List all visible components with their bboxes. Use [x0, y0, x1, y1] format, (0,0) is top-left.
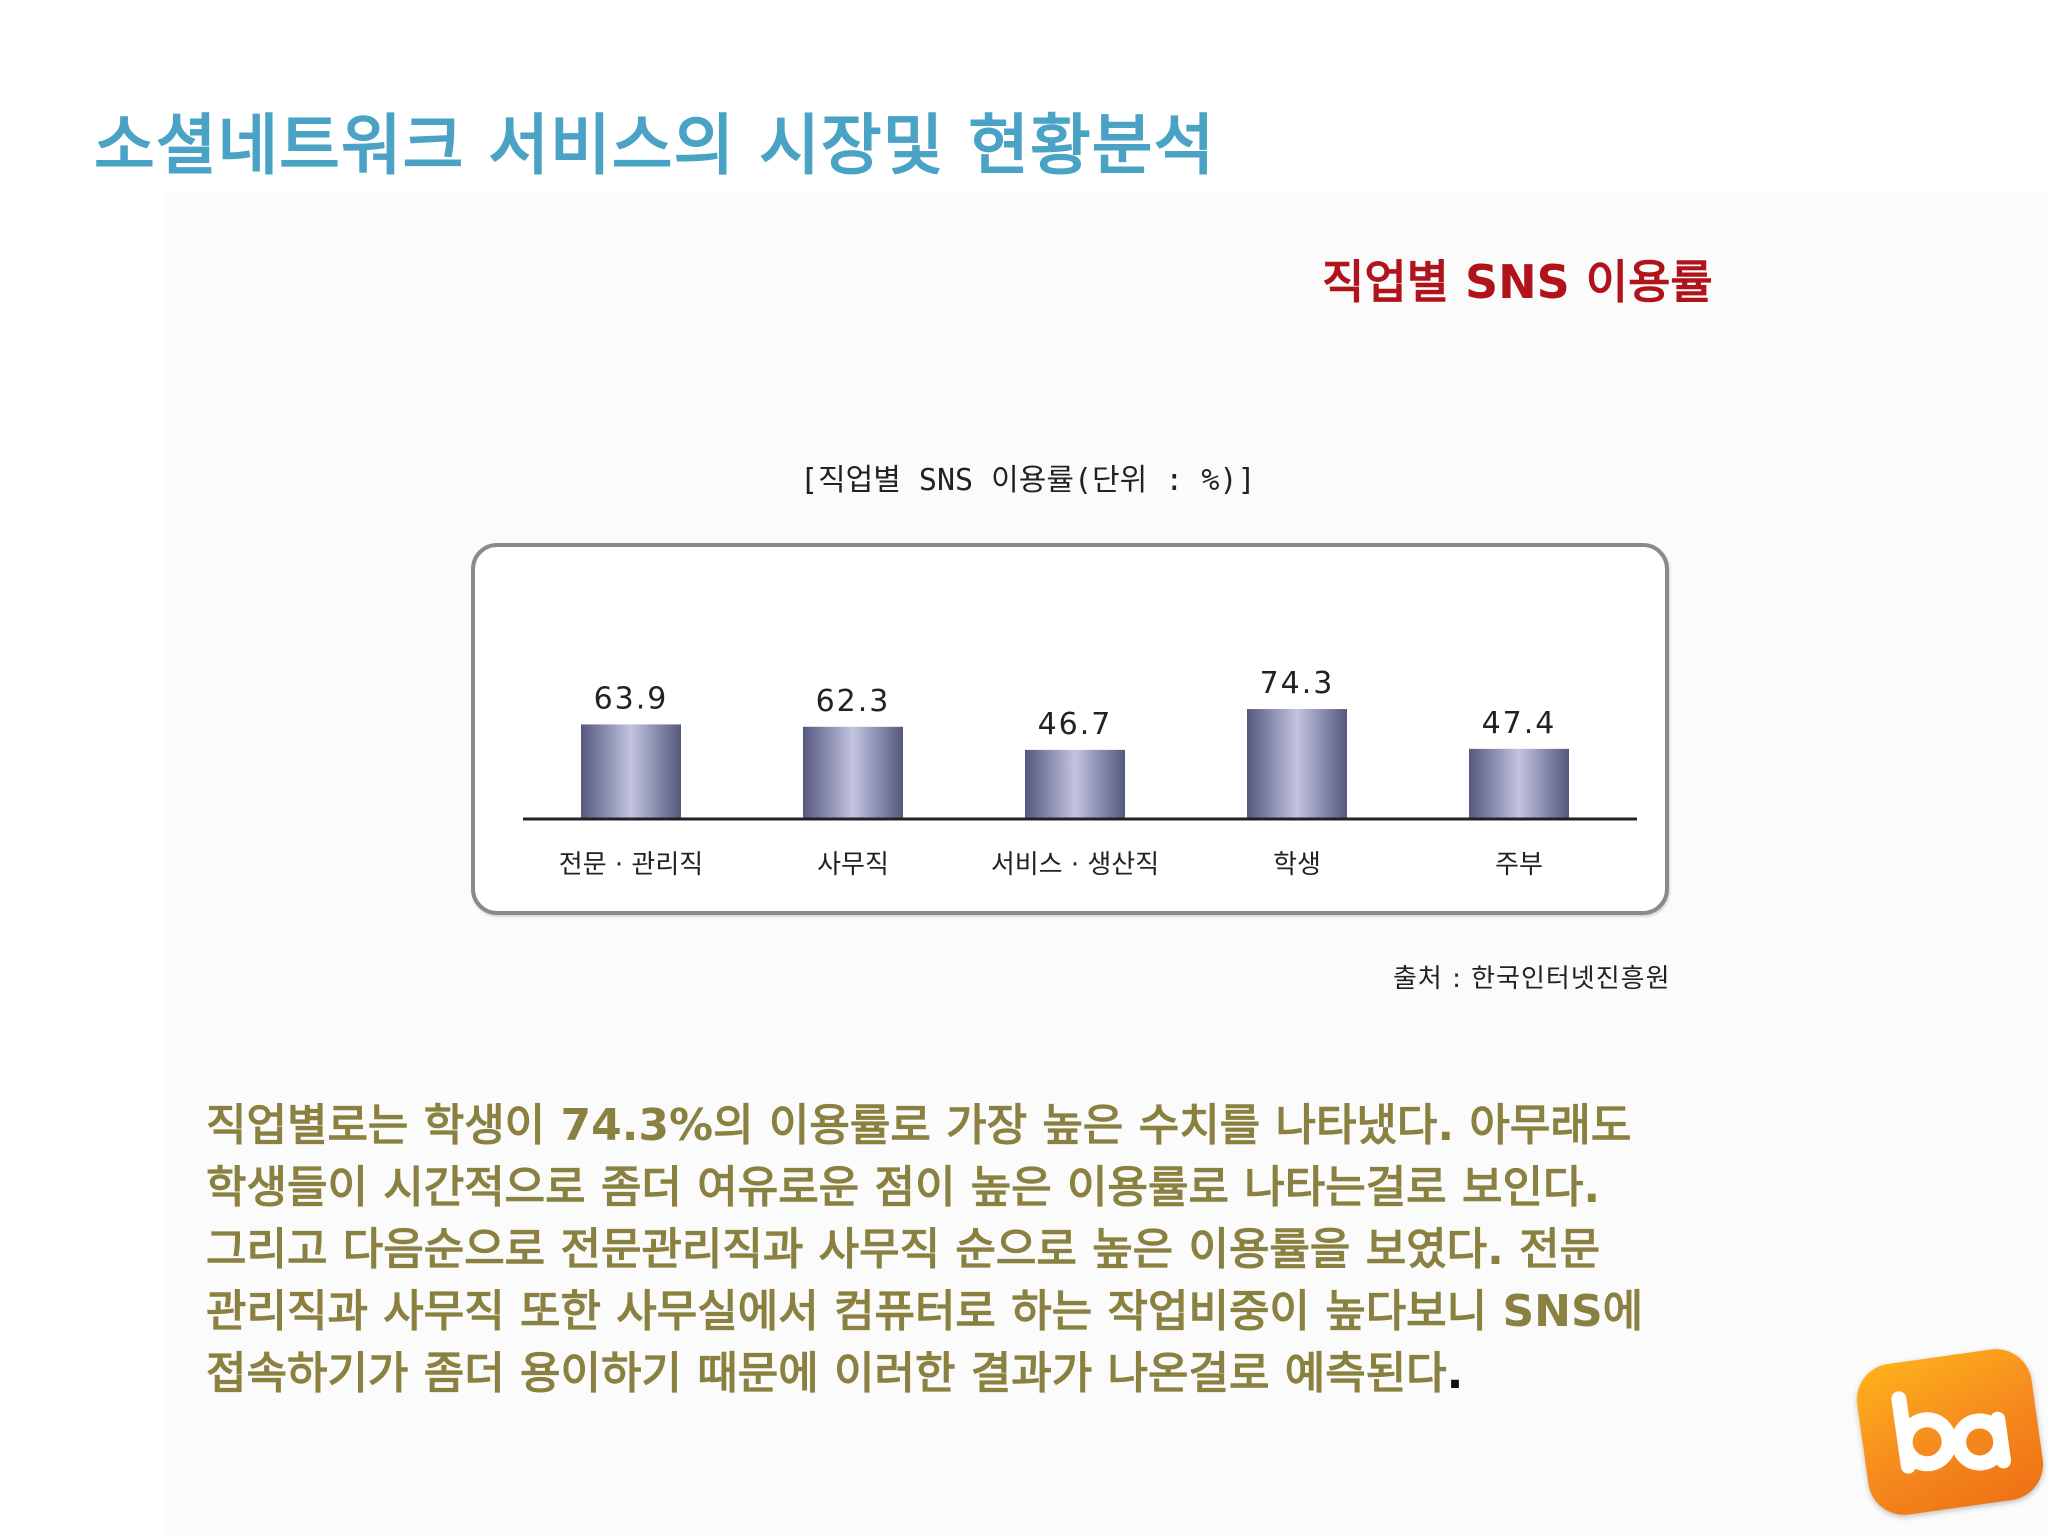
body-paragraph: 직업별로는 학생이 74.3%의 이용률로 가장 높은 수치를 나타냈다. 아무… [206, 1095, 1996, 1405]
body-line: 직업별로는 학생이 74.3%의 이용률로 가장 높은 수치를 나타냈다. 아무… [206, 1100, 1632, 1151]
value-label-2: 46.7 [1038, 707, 1113, 742]
bar-4 [1469, 748, 1569, 819]
value-label-3: 74.3 [1260, 666, 1335, 701]
bar-series: 63.9 전문 · 관리직 62.3 사무직 46.7 서비스 · 생산직 74.3 학생 47… [559, 666, 1569, 880]
body-line-text: 접속하기가 좀더 용이하기 때문에 이러한 결과가 나온걸로 예측된다 [206, 1348, 1447, 1399]
body-line: 그리고 다음순으로 전문관리직과 사무직 순으로 높은 이용률을 보였다. 전문 [206, 1224, 1601, 1275]
value-label-4: 47.4 [1482, 706, 1557, 741]
category-label-2: 서비스 · 생산직 [991, 850, 1159, 880]
category-label-0: 전문 · 관리직 [559, 850, 703, 880]
chart-frame: 63.9 전문 · 관리직 62.3 사무직 46.7 서비스 · 생산직 74.3 학생 47… [471, 543, 1669, 915]
ba-logo [1852, 1344, 2048, 1520]
slide-title: 소셜네트워크 서비스의 시장및 현황분석 [94, 107, 1216, 184]
source-note: 출처 : 한국인터넷진흥원 [1393, 964, 1671, 994]
bar-1 [803, 726, 903, 819]
body-line: 관리직과 사무직 또한 사무실에서 컴퓨터로 하는 작업비중이 높다보니 SNS… [206, 1286, 1644, 1337]
ba-logo-mark [1891, 1391, 2012, 1474]
chart-subtitle: 직업별 SNS 이용률 [1322, 255, 1713, 309]
value-label-0: 63.9 [594, 681, 669, 716]
category-label-3: 학생 [1273, 850, 1321, 880]
bar-0 [581, 724, 681, 819]
category-label-1: 사무직 [817, 850, 889, 880]
category-label-4: 주부 [1495, 850, 1543, 880]
bar-chart: 63.9 전문 · 관리직 62.3 사무직 46.7 서비스 · 생산직 74.3 학생 47… [523, 666, 1637, 880]
body-line: 학생들이 시간적으로 좀더 여유로운 점이 높은 이용률로 나타는걸로 보인다. [206, 1162, 1601, 1213]
body-line: 접속하기가 좀더 용이하기 때문에 이러한 결과가 나온걸로 예측된다. [206, 1343, 1996, 1405]
bar-2 [1025, 749, 1125, 819]
body-end-period: . [1446, 1348, 1464, 1399]
value-label-1: 62.3 [816, 684, 891, 719]
bar-3 [1247, 709, 1347, 819]
chart-title: [직업별 SNS 이용률(단위 : %)] [800, 463, 1256, 498]
